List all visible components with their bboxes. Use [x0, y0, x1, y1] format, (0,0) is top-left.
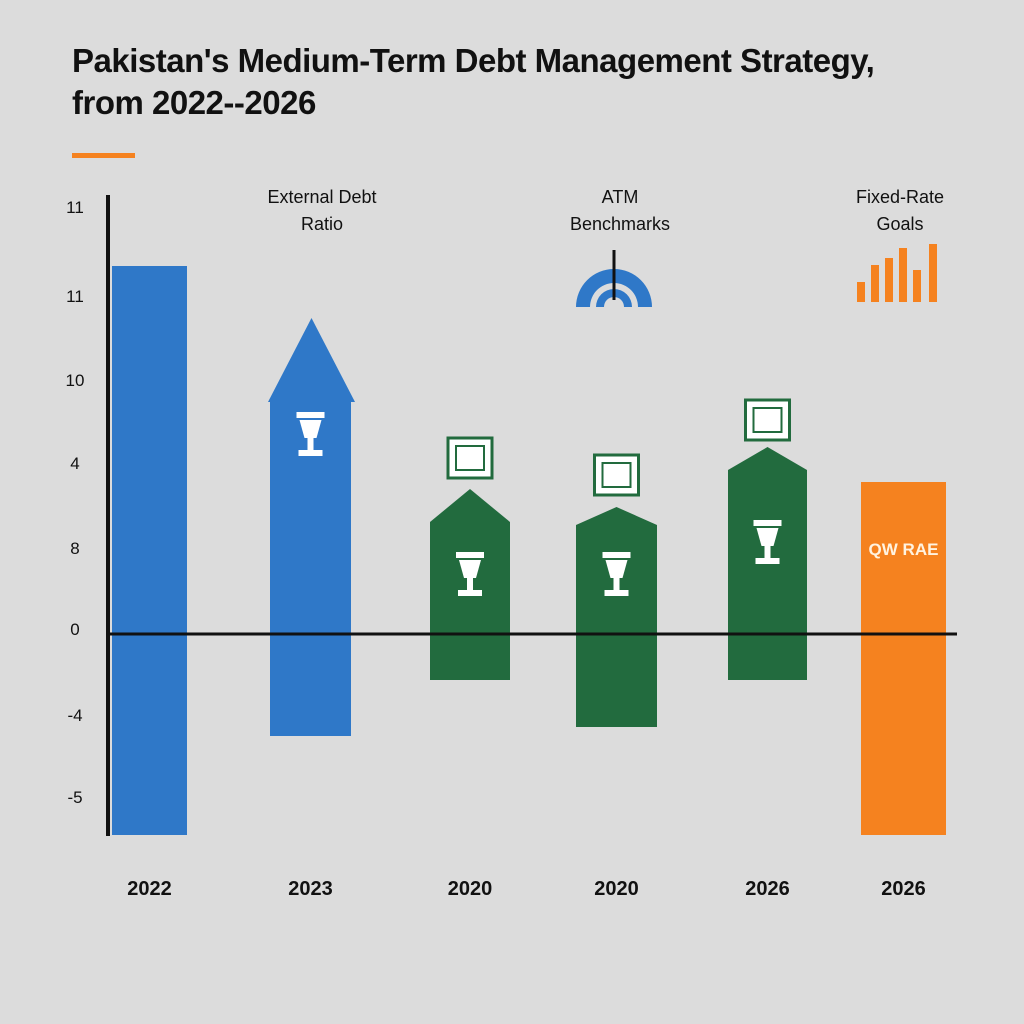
bar-inner-text: QW RAE: [868, 540, 939, 559]
trophy-icon: [753, 520, 782, 564]
x-tick-label: 2020: [594, 878, 639, 900]
bar: [112, 266, 187, 835]
y-tick-label: -5: [67, 788, 83, 807]
x-tick-label: 2020: [447, 878, 493, 900]
bar-arrow-cap: [576, 507, 657, 525]
trophy-top: [753, 520, 782, 526]
emblem-icon: [446, 436, 494, 480]
emblem-icon: [593, 453, 640, 497]
gauge-icon: [576, 250, 652, 307]
emblem-inner: [752, 407, 783, 433]
title-accent: [72, 153, 135, 158]
trophy-cup: [459, 560, 481, 578]
trophy-icon: [456, 552, 484, 596]
trophy-stem: [764, 546, 771, 558]
y-tick-label: 10: [65, 371, 85, 390]
trophy-icon: [296, 412, 325, 456]
emblem-inner: [455, 445, 485, 471]
annotation: ATM Benchmarks: [569, 187, 671, 234]
bar: [728, 470, 807, 680]
trophy-cup: [299, 420, 322, 438]
annotation: Fixed-Rate Goals: [855, 187, 945, 234]
trophy-base: [458, 590, 482, 596]
bar: [861, 482, 946, 835]
x-tick-label: 2026: [745, 878, 790, 900]
x-tick-label: 2022: [127, 878, 172, 900]
bar-arrow-cap: [268, 318, 355, 402]
trophy-stem: [613, 578, 620, 590]
trophy-cup: [756, 528, 779, 546]
y-tick-label: 4: [70, 454, 80, 473]
bar: [270, 402, 351, 736]
trophy-stem: [307, 438, 314, 450]
y-tick-label: 0: [70, 620, 80, 639]
bar-arrow-cap: [430, 489, 510, 522]
chart-title: Pakistan's Medium-Term Debt Management S…: [72, 42, 875, 121]
y-tick-label: -4: [67, 706, 83, 725]
emblem-icon: [744, 398, 791, 442]
bar-group: [112, 266, 946, 835]
emblem-inner: [601, 462, 632, 488]
trophy-cup: [605, 560, 628, 578]
trophy-top: [296, 412, 325, 418]
bar: [430, 522, 510, 680]
trophy-top: [602, 552, 631, 558]
mini-bars-icon: [857, 244, 937, 302]
annotation: External Debt Ratio: [267, 187, 377, 234]
trophy-top: [456, 552, 484, 558]
x-tick-label: 2026: [881, 878, 926, 900]
y-tick-label: 11: [66, 287, 84, 306]
trophy-base: [755, 558, 780, 564]
trophy-base: [298, 450, 323, 456]
trophy-stem: [467, 578, 473, 590]
y-tick-label: 8: [70, 539, 80, 558]
y-tick-label: 11: [66, 198, 84, 217]
trophy-icon: [602, 552, 631, 596]
trophy-base: [604, 590, 629, 596]
bar-arrow-cap: [728, 447, 807, 470]
x-tick-label: 2023: [288, 878, 333, 900]
bar: [576, 525, 657, 727]
